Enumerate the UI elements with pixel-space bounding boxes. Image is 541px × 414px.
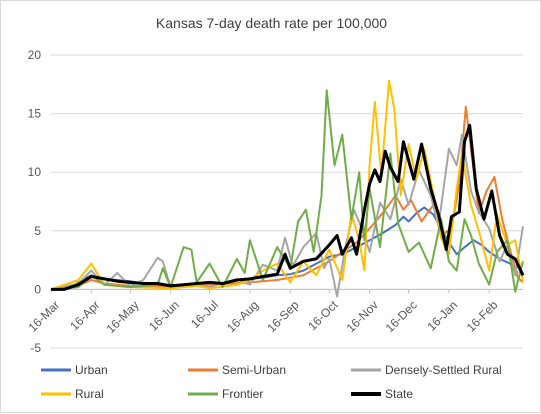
x-tick-label: 16-May [103, 298, 141, 336]
legend-label: State [385, 387, 413, 401]
x-tick-label: 16-Oct [305, 297, 341, 333]
y-tick-label: 20 [28, 48, 42, 62]
legend-label: Urban [75, 363, 108, 377]
y-axis-ticks: -5 0 5 10 15 20 [28, 48, 42, 355]
x-tick-label: 16-Dec [383, 298, 420, 335]
x-tick-label: 16-Jul [188, 298, 221, 331]
x-tick-label: 16-Mar [26, 298, 63, 335]
x-tick-label: 16-Jun [146, 298, 182, 334]
series-line-state [51, 123, 525, 291]
y-tick-label: 5 [34, 224, 41, 238]
x-tick-label: 16-Feb [464, 298, 501, 335]
legend-label: Densely-Settled Rural [385, 363, 502, 377]
y-tick-label: 10 [28, 165, 42, 179]
x-tick-label: 16-Aug [224, 298, 261, 335]
series-lines [50, 79, 525, 298]
y-tick-label: -5 [30, 341, 41, 355]
y-tick-label: 15 [28, 107, 42, 121]
x-tick-label: 16-Apr [67, 298, 102, 333]
x-tick-label: 16-Jan [424, 298, 460, 334]
chart-title: Kansas 7-day death rate per 100,000 [156, 15, 387, 31]
x-axis-ticks: 16-Mar 16-Apr 16-May 16-Jun 16-Jul 16-Aug 16-S… [26, 289, 501, 336]
y-tick-label: 0 [34, 282, 41, 296]
gridlines [51, 54, 523, 349]
x-tick-label: 16-Sep [264, 298, 301, 335]
legend-label: Frontier [222, 387, 263, 401]
legend: Urban Semi-Urban Densely-Settled Rural Rura… [41, 363, 502, 401]
series-line-densely-settled-rural [50, 133, 524, 298]
legend-label: Semi-Urban [222, 363, 286, 377]
series-line-rural [50, 79, 524, 291]
series-line-frontier [50, 89, 524, 293]
legend-label: Rural [75, 387, 104, 401]
x-tick-label: 16-Nov [344, 298, 381, 335]
